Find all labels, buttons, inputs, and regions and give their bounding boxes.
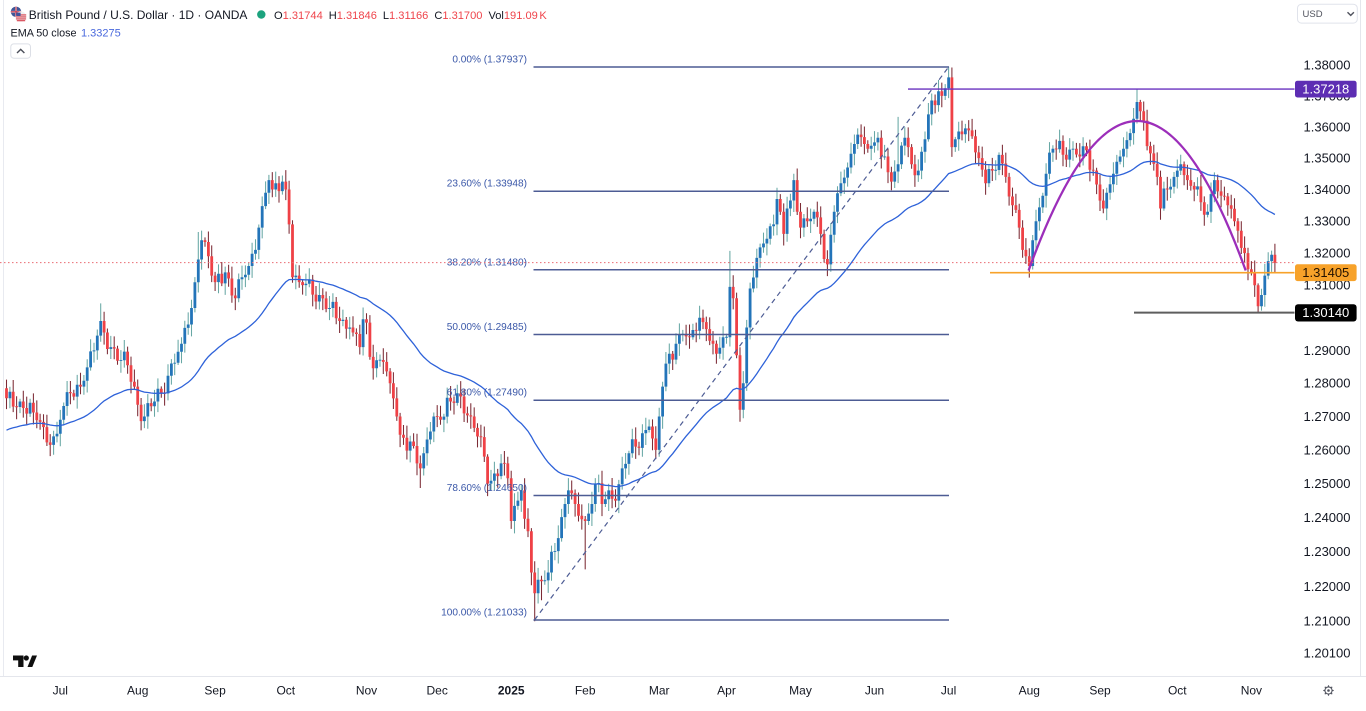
- svg-text:Oct: Oct: [276, 684, 295, 698]
- svg-text:1.24000: 1.24000: [1304, 510, 1351, 525]
- svg-text:Oct: Oct: [1168, 684, 1187, 698]
- svg-text:1.33275: 1.33275: [81, 28, 121, 40]
- svg-text:1.21000: 1.21000: [1304, 614, 1351, 629]
- svg-text:Jul: Jul: [941, 684, 956, 698]
- svg-text:1.30140: 1.30140: [1302, 305, 1349, 320]
- svg-text:May: May: [789, 684, 812, 698]
- svg-text:1.23000: 1.23000: [1304, 544, 1351, 559]
- svg-text:1.27000: 1.27000: [1304, 409, 1351, 424]
- svg-text:1.28000: 1.28000: [1304, 376, 1351, 391]
- svg-text:1.33000: 1.33000: [1304, 214, 1351, 229]
- svg-text:61.80% (1.27490): 61.80% (1.27490): [447, 388, 527, 399]
- svg-text:Aug: Aug: [127, 684, 148, 698]
- svg-text:1.38000: 1.38000: [1304, 58, 1351, 73]
- svg-text:1.36000: 1.36000: [1304, 119, 1351, 134]
- svg-text:1.31405: 1.31405: [1302, 265, 1349, 280]
- svg-text:1.20100: 1.20100: [1304, 646, 1351, 661]
- svg-text:1.34000: 1.34000: [1304, 182, 1351, 197]
- svg-text:Dec: Dec: [427, 684, 448, 698]
- svg-text:1.25000: 1.25000: [1304, 476, 1351, 491]
- svg-text:USD: USD: [1303, 9, 1323, 20]
- svg-text:2025: 2025: [498, 684, 525, 698]
- svg-text:50.00% (1.29485): 50.00% (1.29485): [447, 322, 527, 333]
- svg-text:Nov: Nov: [356, 684, 377, 698]
- svg-text:1.32000: 1.32000: [1304, 246, 1351, 261]
- svg-text:Jun: Jun: [865, 684, 884, 698]
- svg-text:Jul: Jul: [53, 684, 68, 698]
- svg-text:1.31000: 1.31000: [1304, 278, 1351, 293]
- svg-text:Aug: Aug: [1019, 684, 1040, 698]
- svg-text:Apr: Apr: [717, 684, 736, 698]
- svg-text:1.29000: 1.29000: [1304, 343, 1351, 358]
- svg-text:1.22000: 1.22000: [1304, 579, 1351, 594]
- svg-text:1.26000: 1.26000: [1304, 442, 1351, 457]
- svg-text:Sep: Sep: [204, 684, 226, 698]
- svg-text:1.37218: 1.37218: [1302, 81, 1349, 96]
- svg-text:British Pound / U.S. Dollar ·: British Pound / U.S. Dollar · 1D · OANDA: [29, 8, 248, 22]
- svg-text:38.20% (1.31480): 38.20% (1.31480): [447, 257, 527, 268]
- svg-text:EMA 50 close: EMA 50 close: [11, 28, 77, 40]
- svg-text:0.00% (1.37937): 0.00% (1.37937): [452, 55, 527, 66]
- svg-text:1.35000: 1.35000: [1304, 151, 1351, 166]
- svg-text:100.00% (1.21033): 100.00% (1.21033): [441, 608, 527, 619]
- svg-text:Mar: Mar: [649, 684, 670, 698]
- svg-text:Sep: Sep: [1089, 684, 1111, 698]
- svg-text:Nov: Nov: [1241, 684, 1262, 698]
- svg-text:Feb: Feb: [575, 684, 596, 698]
- svg-text:78.60% (1.24650): 78.60% (1.24650): [447, 483, 527, 494]
- svg-text:23.60% (1.33948): 23.60% (1.33948): [447, 179, 527, 190]
